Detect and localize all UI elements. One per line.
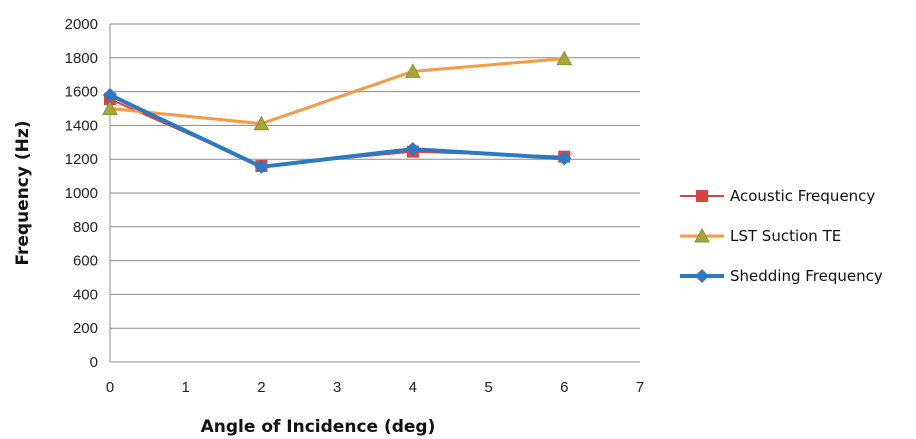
x-axis-title: Angle of Incidence (deg) [201, 417, 436, 437]
y-tick-label: 0 [90, 354, 98, 371]
y-tick-label: 1000 [65, 185, 98, 202]
x-tick-label: 2 [257, 379, 265, 396]
legend-item: Acoustic Frequency [680, 187, 875, 205]
gridlines [110, 23, 640, 329]
data-point [254, 159, 269, 174]
y-tick-label: 1200 [65, 151, 98, 168]
axes [109, 24, 640, 363]
series-shedding-frequency [103, 87, 572, 174]
legend-marker [696, 190, 708, 202]
legend-item: LST Suction TE [680, 227, 841, 245]
tick-labels: 0 200 400 600 800 1000 1200 1400 1600 1800 2000 0 1 2… [65, 16, 645, 396]
y-tick-label: 800 [73, 219, 98, 236]
y-tick-label: 600 [73, 253, 98, 270]
series-acoustic-frequency [104, 93, 571, 172]
data-point [405, 63, 421, 78]
data-point [557, 151, 572, 166]
y-tick-label: 400 [73, 286, 98, 303]
legend: Acoustic Frequency LST Suction TE Shedding… [680, 187, 883, 285]
y-tick-label: 1600 [65, 84, 98, 101]
y-tick-label: 200 [73, 320, 98, 337]
data-point [102, 100, 118, 115]
y-tick-label: 2000 [65, 16, 98, 33]
data-point [556, 50, 573, 66]
series-line [109, 57, 565, 126]
series-lst-suction-te [102, 50, 573, 131]
x-tick-label: 7 [636, 379, 644, 396]
x-tick-label: 1 [182, 379, 190, 396]
legend-marker [695, 269, 709, 283]
y-tick-label: 1400 [65, 117, 98, 134]
x-tick-label: 4 [409, 379, 417, 396]
series-layer [102, 50, 573, 174]
legend-label: Acoustic Frequency [730, 187, 875, 205]
legend-marker [694, 227, 710, 243]
legend-label: LST Suction TE [730, 227, 841, 245]
series-line [109, 93, 565, 169]
x-tick-label: 5 [484, 379, 492, 396]
legend-label: Shedding Frequency [730, 267, 883, 285]
data-point [405, 142, 420, 157]
x-tick-label: 6 [560, 379, 568, 396]
data-point [253, 115, 270, 131]
x-tick-label: 0 [106, 379, 114, 396]
data-point [103, 87, 117, 102]
legend-item: Shedding Frequency [680, 267, 883, 285]
x-tick-label: 3 [333, 379, 341, 396]
y-tick-label: 1800 [65, 50, 98, 67]
y-axis-title: Frequency (Hz) [13, 120, 33, 265]
